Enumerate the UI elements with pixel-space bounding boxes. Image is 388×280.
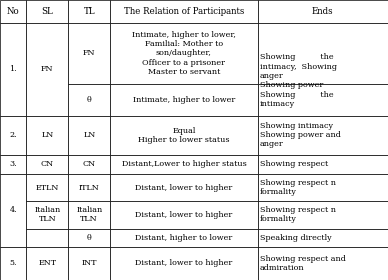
Text: TL: TL <box>83 7 95 16</box>
Bar <box>26 228 68 247</box>
Text: SL: SL <box>42 7 53 16</box>
Text: The Relation of Participants: The Relation of Participants <box>124 7 244 16</box>
Bar <box>0 0 26 23</box>
Bar <box>68 84 110 116</box>
Text: INT: INT <box>81 259 97 267</box>
Bar <box>26 155 68 174</box>
Text: 4.: 4. <box>9 206 17 214</box>
Text: Italian
TLN: Italian TLN <box>76 206 102 223</box>
Bar <box>110 201 258 228</box>
Text: CN: CN <box>41 160 54 168</box>
Bar <box>110 116 258 155</box>
Text: Showing          the
intimacy,  Showing
anger
Showing power: Showing the intimacy, Showing anger Show… <box>260 53 336 89</box>
Text: FN: FN <box>83 49 95 57</box>
Bar <box>110 247 258 280</box>
Text: Intimate, higher to lower,
Familial: Mother to
son/daughter,
Officer to a prison: Intimate, higher to lower, Familial: Mot… <box>132 31 236 76</box>
Bar <box>258 84 388 116</box>
Bar <box>258 23 388 84</box>
Text: Showing intimacy
Showing power and
anger: Showing intimacy Showing power and anger <box>260 122 340 148</box>
Bar <box>258 155 388 174</box>
Bar <box>110 0 258 23</box>
Text: ETLN: ETLN <box>36 184 59 192</box>
Bar <box>258 174 388 201</box>
Text: Distant, higher to lower: Distant, higher to lower <box>135 234 232 242</box>
Bar <box>258 228 388 247</box>
Text: Distant, lower to higher: Distant, lower to higher <box>135 184 232 192</box>
Bar <box>68 116 110 155</box>
Bar <box>258 116 388 155</box>
Text: Ends: Ends <box>312 7 334 16</box>
Bar <box>0 23 26 116</box>
Text: 5.: 5. <box>9 259 17 267</box>
Bar <box>68 228 110 247</box>
Text: LN: LN <box>83 131 95 139</box>
Bar <box>68 174 110 201</box>
Text: θ: θ <box>87 234 92 242</box>
Text: ITLN: ITLN <box>79 184 100 192</box>
Bar <box>26 116 68 155</box>
Bar <box>68 247 110 280</box>
Text: θ: θ <box>87 96 92 104</box>
Bar <box>26 23 68 116</box>
Bar <box>68 0 110 23</box>
Text: Showing respect and
admiration: Showing respect and admiration <box>260 255 345 272</box>
Bar <box>0 116 26 155</box>
Text: Italian
TLN: Italian TLN <box>34 206 61 223</box>
Text: Equal
Higher to lower status: Equal Higher to lower status <box>138 127 230 144</box>
Text: CN: CN <box>83 160 96 168</box>
Bar <box>110 155 258 174</box>
Bar <box>110 84 258 116</box>
Text: Distant, lower to higher: Distant, lower to higher <box>135 211 232 219</box>
Bar <box>258 0 388 23</box>
Text: Showing respect: Showing respect <box>260 160 328 168</box>
Text: Showing respect n
formality: Showing respect n formality <box>260 206 336 223</box>
Text: Showing respect n
formality: Showing respect n formality <box>260 179 336 196</box>
Bar <box>258 201 388 228</box>
Bar <box>26 201 68 228</box>
Text: Showing          the
intimacy: Showing the intimacy <box>260 91 333 108</box>
Bar <box>110 23 258 84</box>
Bar <box>68 23 110 84</box>
Bar <box>26 247 68 280</box>
Text: 1.: 1. <box>9 65 17 73</box>
Bar <box>258 247 388 280</box>
Text: Intimate, higher to lower: Intimate, higher to lower <box>133 96 235 104</box>
Text: Distant,Lower to higher status: Distant,Lower to higher status <box>121 160 246 168</box>
Text: No: No <box>7 7 19 16</box>
Text: 2.: 2. <box>9 131 17 139</box>
Bar <box>68 201 110 228</box>
Bar <box>0 174 26 247</box>
Bar <box>68 155 110 174</box>
Bar <box>110 174 258 201</box>
Bar <box>26 174 68 201</box>
Bar <box>0 247 26 280</box>
Bar <box>0 155 26 174</box>
Text: FN: FN <box>41 65 54 73</box>
Bar <box>26 0 68 23</box>
Text: Distant, lower to higher: Distant, lower to higher <box>135 259 232 267</box>
Bar <box>110 228 258 247</box>
Text: LN: LN <box>41 131 54 139</box>
Text: Speaking directly: Speaking directly <box>260 234 331 242</box>
Text: ENT: ENT <box>38 259 56 267</box>
Text: 3.: 3. <box>9 160 17 168</box>
